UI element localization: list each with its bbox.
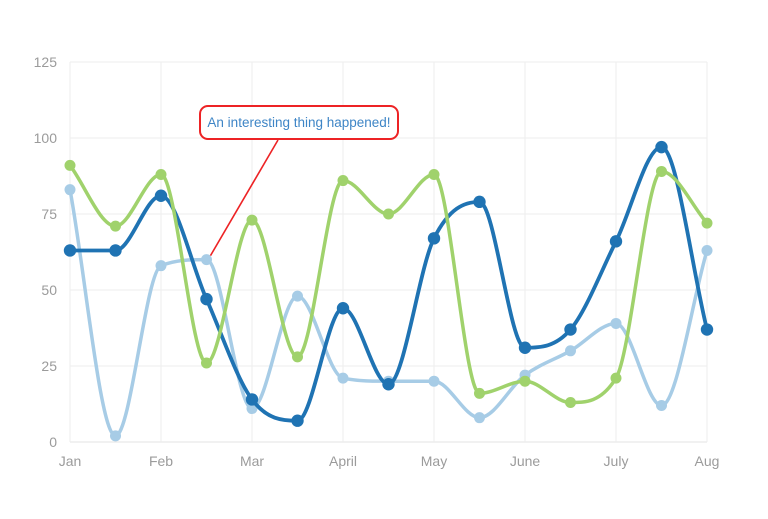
x-tick-label: Feb xyxy=(149,453,173,469)
data-point-green[interactable] xyxy=(701,217,713,229)
data-point-green[interactable] xyxy=(155,168,167,180)
data-point-light-blue[interactable] xyxy=(428,375,440,387)
y-tick-label: 0 xyxy=(49,434,57,450)
data-point-dark-blue[interactable] xyxy=(700,323,714,336)
data-point-dark-blue[interactable] xyxy=(200,292,213,306)
data-point-green[interactable] xyxy=(110,220,121,232)
data-point-dark-blue[interactable] xyxy=(382,378,395,391)
data-point-light-blue[interactable] xyxy=(337,372,349,384)
annotation-callout: An interesting thing happened! xyxy=(199,105,399,140)
x-tick-label: April xyxy=(329,453,357,469)
data-point-dark-blue[interactable] xyxy=(291,414,304,427)
y-tick-label: 125 xyxy=(34,54,58,70)
data-point-green[interactable] xyxy=(519,375,531,387)
x-tick-label: June xyxy=(510,453,541,469)
data-point-dark-blue[interactable] xyxy=(245,393,259,406)
data-point-light-blue[interactable] xyxy=(565,345,576,357)
data-point-light-blue[interactable] xyxy=(64,184,76,196)
data-point-light-blue[interactable] xyxy=(656,400,667,412)
data-point-light-blue[interactable] xyxy=(201,254,212,266)
data-point-dark-blue[interactable] xyxy=(609,235,623,248)
data-point-light-blue[interactable] xyxy=(474,412,485,424)
data-point-green[interactable] xyxy=(201,357,212,369)
y-tick-label: 25 xyxy=(41,358,57,374)
data-point-dark-blue[interactable] xyxy=(655,140,668,154)
data-point-dark-blue[interactable] xyxy=(518,341,532,354)
y-tick-label: 50 xyxy=(41,282,57,298)
y-tick-label: 100 xyxy=(34,130,58,146)
data-point-green[interactable] xyxy=(246,214,258,226)
series-line-green xyxy=(68,163,709,405)
data-point-dark-blue[interactable] xyxy=(473,195,486,209)
data-point-green[interactable] xyxy=(610,372,622,384)
data-point-light-blue[interactable] xyxy=(110,430,121,442)
series-line-light-blue xyxy=(68,187,709,438)
data-point-light-blue[interactable] xyxy=(246,403,258,415)
annotation-text: An interesting thing happened! xyxy=(207,115,391,130)
data-point-light-blue[interactable] xyxy=(292,290,303,302)
data-point-light-blue[interactable] xyxy=(701,244,713,256)
data-point-light-blue[interactable] xyxy=(610,317,622,329)
y-tick-label: 75 xyxy=(41,206,57,222)
annotation-pointer-line xyxy=(209,139,279,257)
data-point-dark-blue[interactable] xyxy=(63,244,77,257)
data-point-green[interactable] xyxy=(337,175,349,187)
x-tick-label: May xyxy=(421,453,447,469)
x-tick-label: Jan xyxy=(59,453,82,469)
data-point-green[interactable] xyxy=(565,396,576,408)
x-tick-label: July xyxy=(604,453,629,469)
data-point-green[interactable] xyxy=(428,168,440,180)
data-point-dark-blue[interactable] xyxy=(564,323,577,336)
data-point-dark-blue[interactable] xyxy=(109,244,122,257)
data-point-dark-blue[interactable] xyxy=(154,189,168,202)
data-point-dark-blue[interactable] xyxy=(427,232,441,245)
data-point-green[interactable] xyxy=(474,387,485,399)
data-point-green[interactable] xyxy=(64,159,76,171)
data-point-green[interactable] xyxy=(292,351,303,363)
data-point-green[interactable] xyxy=(656,165,667,177)
data-point-dark-blue[interactable] xyxy=(336,302,350,315)
data-point-light-blue[interactable] xyxy=(155,260,167,272)
x-tick-label: Mar xyxy=(240,453,264,469)
data-point-green[interactable] xyxy=(383,208,394,220)
x-tick-label: Aug xyxy=(695,453,720,469)
